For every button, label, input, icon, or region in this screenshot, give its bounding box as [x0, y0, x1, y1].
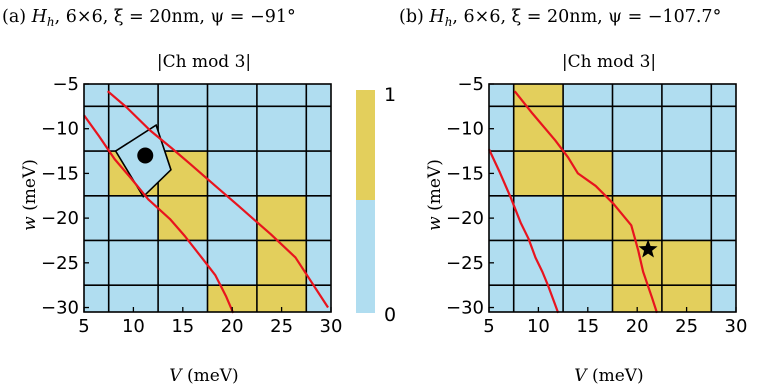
colorbar: 1 0 [356, 84, 396, 326]
panel-b-ytick-label-0: −5 [457, 74, 484, 95]
panel-b-plot-frame [488, 83, 737, 313]
panel-b-cell-r3-c5 [711, 195, 736, 241]
panel-a-cell-r4-c2 [158, 240, 208, 286]
colorbar-min-label: 0 [384, 304, 396, 326]
panel-a-xtick-label-2: 15 [171, 316, 194, 337]
panel-a-cell-r0-c4 [256, 84, 307, 107]
panel-a-title: |Ch mod 3| [157, 52, 251, 72]
panel-b-cell-r1-c3 [612, 106, 662, 152]
panel-a-cell-r3-c5 [306, 195, 331, 241]
panel-a-cell-r1-c4 [256, 106, 307, 152]
panel-b-cell-r4-c2 [563, 240, 613, 286]
panel-a-ytick-label-3: −20 [41, 208, 79, 229]
panel-b-star-marker [638, 239, 658, 258]
panel-a-circle-marker [137, 147, 154, 164]
panel-b-xtick-label-4: 25 [675, 316, 698, 337]
panel-a-cell-r3-c1 [108, 195, 159, 241]
panel-a-xlabel: V (meV) [169, 366, 238, 386]
panel-a-cell-r2-c4 [256, 151, 307, 196]
panel-b-ylabel: w (meV) [425, 159, 445, 231]
panel-b-ytick-label-5: −30 [446, 298, 484, 319]
panel-b-ytick-label-1: −10 [446, 119, 484, 140]
panel-a-plot-frame [83, 83, 332, 313]
panel-b-red-curve-1 [488, 148, 560, 314]
panel-b-cell-r0-c5 [711, 84, 736, 107]
panel-a-ytick-label-2: −15 [41, 163, 79, 184]
panel-a-ytick-label-4: −25 [41, 253, 79, 274]
panel-b-cell-r1-c4 [661, 106, 712, 152]
panel-b-cell-r0-c0 [489, 84, 514, 107]
panel-b-cell-r2-c5 [711, 151, 736, 196]
panel-b-cell-r2-c2 [563, 151, 613, 196]
panel-b-ytick-label-2: −15 [446, 163, 484, 184]
panel-b-ytick-label-4: −25 [446, 253, 484, 274]
panel-b-cell-r2-c4 [661, 151, 712, 196]
panel-b-cell-r2-c3 [612, 151, 662, 196]
panel-a-cell-r2-c5 [306, 151, 331, 196]
panel-a-cell-r3-c4 [256, 195, 307, 241]
panel-b-cell-r0-c4 [661, 84, 712, 107]
panel-a-cell-r4-c1 [108, 240, 159, 286]
panel-a-caption: (a) Hh, 6×6, ξ = 20nm, ψ = −91° [2, 7, 296, 29]
panel-b-cell-r1-c5 [711, 106, 736, 152]
panel-b-plot: 5 10 15 20 25 30 −5 −10 −15 −20 −25 −30 [446, 74, 747, 337]
panel-a-xtick-label-1: 10 [122, 316, 145, 337]
colorbar-low-segment [356, 200, 375, 313]
panel-a-red-curve-0 [106, 90, 329, 309]
panel-b-xtick-label-1: 10 [527, 316, 550, 337]
panel-a-xtick-label-5: 30 [320, 316, 343, 337]
panel-b-cell-r0-c3 [612, 84, 662, 107]
panel-a-cell-r0-c3 [207, 84, 257, 107]
panel-a-plot: 5 10 15 20 25 30 −5 −10 −15 −20 −25 −30 [41, 74, 342, 337]
panel-b-red-curve-0 [513, 90, 659, 314]
panel-a-cell-r0-c1 [108, 84, 159, 107]
panel-a-cell-r0-c2 [158, 84, 208, 107]
panel-a-cell-r4-c3 [207, 240, 257, 286]
panel-a-xtick-label-3: 20 [221, 316, 244, 337]
panel-b-cell-r2-c1 [513, 151, 564, 196]
panel-a-ytick-label-5: −30 [41, 298, 79, 319]
panel-a-xtick-label-0: 5 [78, 316, 89, 337]
panel-b-ytick-label-3: −20 [446, 208, 484, 229]
panel-a-cell-r3-c3 [207, 195, 257, 241]
panel-b-cell-r5-c5 [711, 285, 736, 312]
panel-b-xlabel: V (meV) [574, 366, 643, 386]
panel-b-cell-r1-c1 [513, 106, 564, 152]
colorbar-high-segment [356, 90, 375, 200]
panel-b-xtick-label-3: 20 [626, 316, 649, 337]
panel-a-cell-r1-c5 [306, 106, 331, 152]
panel-a-cell-r0-c0 [84, 84, 109, 107]
panel-a-red-curve-1 [83, 114, 235, 314]
panel-b-cell-r4-c4 [661, 240, 712, 286]
panel-b-cell-r3-c2 [563, 195, 613, 241]
panel-a-ylabel: w (meV) [20, 159, 40, 231]
panel-a-ytick-label-1: −10 [41, 119, 79, 140]
panel-b-text: (b) Hh, 6×6, ξ = 20nm, ψ = −107.7° |Ch m… [399, 7, 721, 386]
panel-b-xtick-label-0: 5 [483, 316, 494, 337]
panel-b-title: |Ch mod 3| [562, 52, 656, 72]
panel-b-cell-r3-c1 [513, 195, 564, 241]
panel-a-xtick-label-4: 25 [270, 316, 293, 337]
panel-b-cell-r0-c2 [563, 84, 613, 107]
panel-b-cell-r3-c4 [661, 195, 712, 241]
panel-a-cell-r0-c5 [306, 84, 331, 107]
panel-b-cell-r1-c2 [563, 106, 613, 152]
panel-a-cell-r2-c3 [207, 151, 257, 196]
panel-a-ytick-label-0: −5 [52, 74, 79, 95]
panel-b-cell-r0-c1 [513, 84, 564, 107]
colorbar-max-label: 1 [384, 84, 396, 106]
panel-b-cell-r3-c3 [612, 195, 662, 241]
panel-a-cell-r4-c5 [306, 240, 331, 286]
panel-b-xtick-label-2: 15 [576, 316, 599, 337]
panel-a-text: (a) Hh, 6×6, ξ = 20nm, ψ = −91° |Ch mod … [2, 7, 296, 386]
panel-b-xtick-label-5: 30 [725, 316, 748, 337]
panel-b-caption: (b) Hh, 6×6, ξ = 20nm, ψ = −107.7° [399, 7, 721, 29]
panel-b-cell-r4-c5 [711, 240, 736, 286]
panel-a-cell-r1-c3 [207, 106, 257, 152]
